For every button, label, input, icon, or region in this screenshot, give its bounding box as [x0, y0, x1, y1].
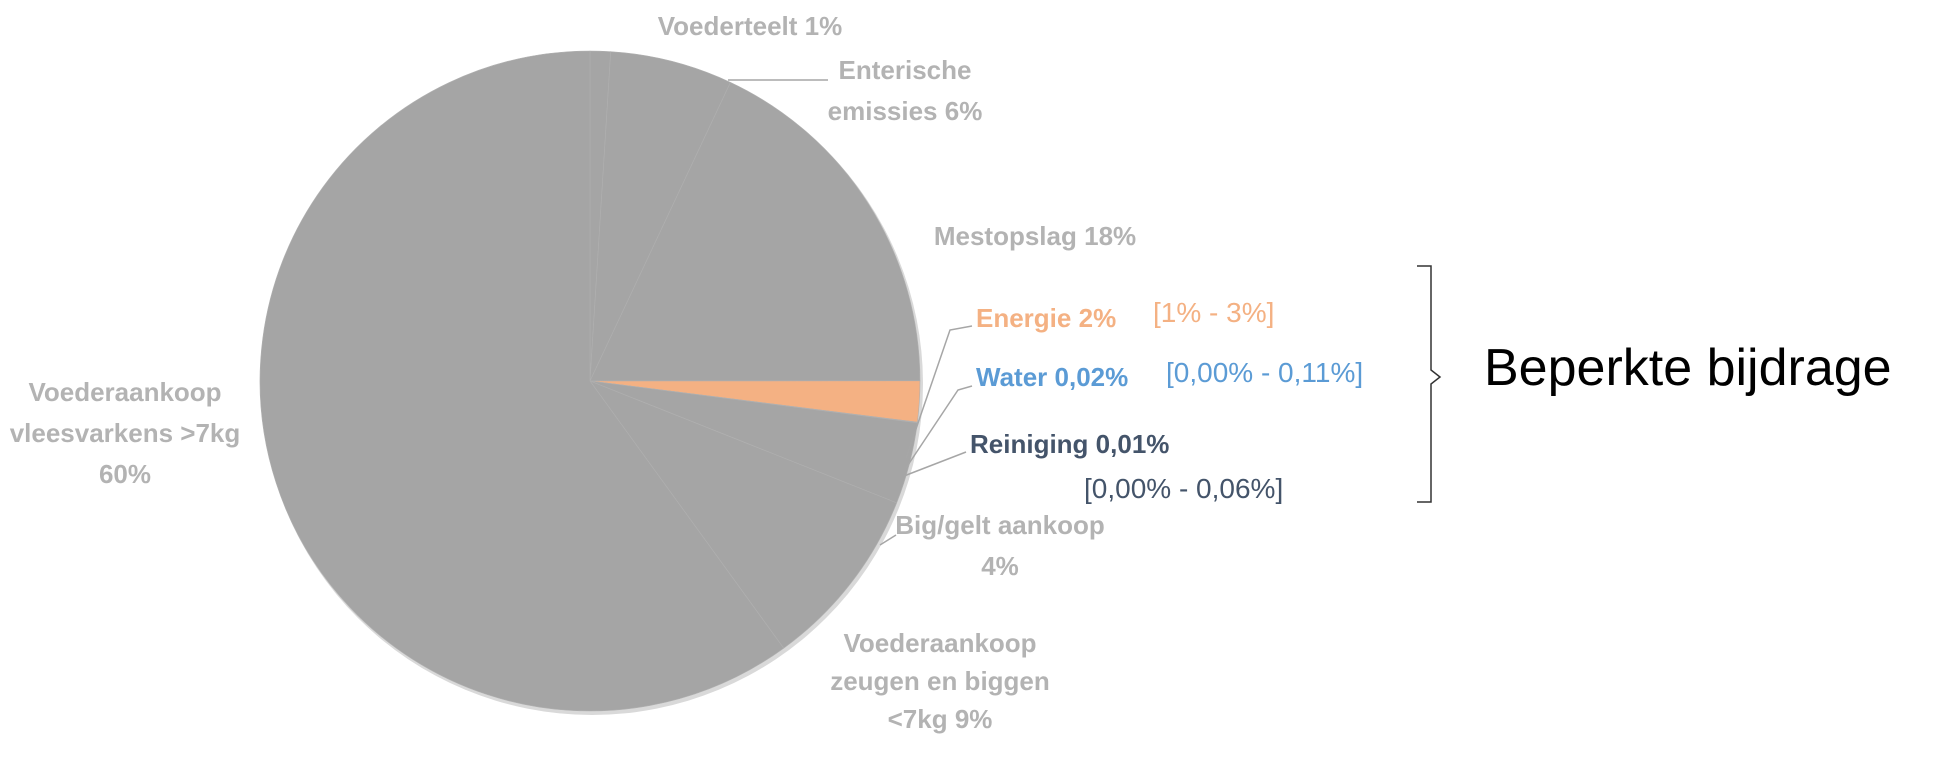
- pie-slice: [589, 380, 898, 649]
- range-label: [0,00% - 0,06%]: [1084, 473, 1284, 504]
- category-name: Voederteelt: [657, 11, 798, 41]
- value-label: 60%: [98, 459, 152, 489]
- pie-slice: [259, 50, 785, 712]
- slice-label: Voederteelt 1%: [620, 6, 880, 47]
- leader-line: [905, 385, 973, 469]
- category-name: Mestopslag: [933, 221, 1077, 251]
- category-name: Reiniging: [970, 429, 1089, 459]
- pie-slice: [589, 51, 731, 382]
- value-label: 0,01%: [1095, 429, 1170, 459]
- slice-label: Reiniging 0,01%: [970, 424, 1230, 465]
- slice-label: Voederaankoop zeugen en biggen <7kg 9%: [800, 624, 1080, 738]
- value-label: 4%: [981, 551, 1019, 581]
- value-label: 2%: [1078, 303, 1117, 333]
- value-label: 9%: [954, 704, 993, 734]
- leader-line: [905, 325, 973, 459]
- category-name: Voederaankoop vleesvarkens >7kg: [9, 377, 241, 448]
- value-label: 1%: [804, 11, 843, 41]
- slice-label: Energie 2%: [976, 298, 1156, 339]
- value-label: 6%: [944, 96, 983, 126]
- slice-label: Mestopslag 18%: [900, 216, 1170, 257]
- leader-line: [879, 534, 897, 546]
- category-name: Water: [976, 362, 1048, 392]
- category-name: Big/gelt aankoop: [895, 510, 1105, 540]
- value-label: 0,02%: [1054, 362, 1129, 392]
- slice-label: Water 0,02%: [976, 357, 1176, 398]
- leader-line: [903, 451, 967, 477]
- slice-label: Voederaankoop vleesvarkens >7kg 60%: [0, 372, 250, 495]
- bracket: [1417, 265, 1442, 503]
- value-label: 18%: [1084, 221, 1137, 251]
- range-label: [1% - 3%]: [1153, 297, 1275, 328]
- slice-label: Enterische emissies 6%: [800, 50, 1010, 132]
- category-name: Energie: [976, 303, 1072, 333]
- bracket-label: Beperkte bijdrage: [1484, 339, 1892, 397]
- category-name: Voederaankoop zeugen en biggen <7kg: [830, 628, 1050, 734]
- category-name: Enterische emissies: [827, 55, 972, 126]
- range-label: [0,00% - 0,11%]: [1166, 357, 1364, 388]
- pie-slice: [589, 81, 921, 382]
- slice-label: Big/gelt aankoop 4%: [880, 505, 1120, 587]
